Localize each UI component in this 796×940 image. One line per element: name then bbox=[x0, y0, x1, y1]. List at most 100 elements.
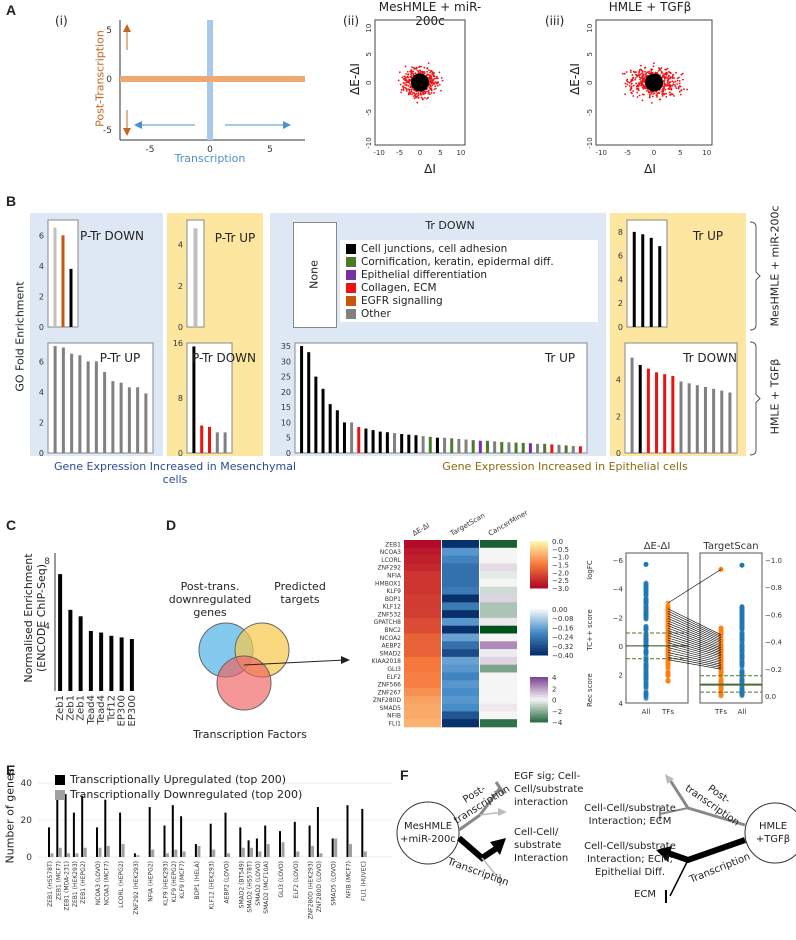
bar bbox=[136, 387, 140, 453]
strip-ytick-left: 4 bbox=[619, 700, 624, 708]
scatter-point bbox=[417, 93, 419, 96]
b4-ytick: 0 bbox=[618, 323, 623, 332]
a-ii-xtick: 0 bbox=[418, 149, 422, 157]
scatter-point bbox=[665, 73, 668, 76]
a-ii-ytick: -5 bbox=[365, 109, 373, 116]
bar-up bbox=[180, 816, 183, 857]
e-xtick: ZEB1 (MDA-231) bbox=[64, 861, 71, 911]
e-xtick: AEBP2 (LOVO) bbox=[224, 861, 231, 904]
colorbar-tick: −0.08 bbox=[552, 615, 573, 623]
colorbar-tick: −2.0 bbox=[552, 569, 569, 577]
scatter-point bbox=[640, 72, 643, 75]
scatter-point bbox=[632, 70, 635, 73]
colorbar-segment bbox=[530, 571, 548, 575]
bar bbox=[53, 346, 57, 453]
point-tf bbox=[718, 626, 724, 632]
bar-up bbox=[346, 805, 349, 857]
scatter-point bbox=[648, 96, 651, 99]
a-iii-ytick: -10 bbox=[586, 137, 594, 148]
colorbar-segment bbox=[530, 618, 548, 621]
bar-up bbox=[209, 823, 212, 857]
up-arrow-head-icon bbox=[123, 24, 131, 32]
scatter-point bbox=[680, 89, 683, 92]
scatter-point bbox=[433, 75, 436, 78]
bar bbox=[687, 383, 691, 453]
e-xtick: ZNF280D (LOVO) bbox=[316, 861, 323, 912]
node-mes-circle bbox=[396, 801, 460, 865]
scatter-point bbox=[414, 93, 417, 96]
colorbar-segment bbox=[530, 609, 548, 612]
point-tf bbox=[665, 678, 671, 684]
b3-title: Tr DOWN bbox=[424, 219, 474, 232]
heatmap-row-label: NCOA2 bbox=[380, 635, 401, 642]
legend-swatch bbox=[55, 774, 65, 785]
scatter-point bbox=[672, 81, 675, 84]
scatter-point bbox=[438, 83, 441, 86]
scatter-point bbox=[632, 95, 635, 97]
scatter-point bbox=[407, 76, 410, 79]
colorbar-segment bbox=[530, 713, 548, 716]
scatter-point bbox=[433, 92, 435, 94]
point-all bbox=[643, 631, 649, 637]
scatter-point bbox=[634, 71, 637, 74]
scatter-point bbox=[410, 75, 413, 78]
bar-down bbox=[227, 853, 230, 857]
bar bbox=[342, 422, 346, 453]
scatter-point bbox=[414, 72, 417, 75]
b4-ytick: 8 bbox=[618, 228, 623, 237]
bar bbox=[321, 388, 325, 453]
scatter-point bbox=[436, 84, 439, 87]
scatter-point bbox=[429, 81, 432, 84]
pairing-line bbox=[667, 623, 722, 645]
c-xtick: Tead4 bbox=[96, 695, 107, 725]
colorbar-segment bbox=[530, 625, 548, 628]
scatter-point bbox=[441, 79, 444, 82]
point-all bbox=[643, 696, 649, 702]
bar bbox=[200, 425, 204, 453]
scatter-point bbox=[398, 71, 401, 74]
heatmap-cell bbox=[404, 719, 441, 728]
scatter-point bbox=[663, 92, 666, 95]
scatter-point bbox=[632, 76, 635, 79]
scatter-point bbox=[652, 93, 655, 95]
pairing-line bbox=[667, 635, 722, 654]
bar bbox=[357, 427, 361, 453]
bar bbox=[364, 428, 368, 453]
b5-ytick: 2 bbox=[39, 418, 44, 427]
scatter-point bbox=[647, 72, 650, 75]
b2-ytick: 4 bbox=[178, 241, 183, 250]
colorbar-segment bbox=[530, 557, 548, 561]
scatter-point bbox=[652, 65, 655, 68]
heatmap-cell bbox=[442, 633, 479, 642]
bar bbox=[638, 365, 642, 453]
bar-down bbox=[166, 853, 169, 857]
colorbar-segment bbox=[530, 701, 548, 705]
legend-swatch bbox=[346, 256, 356, 267]
strip-ytick-left: 2 bbox=[619, 671, 623, 679]
panel-label-f: F bbox=[400, 767, 409, 783]
legend-swatch bbox=[346, 295, 356, 306]
point-tf bbox=[718, 677, 724, 683]
heatmap-cell bbox=[404, 649, 441, 658]
scatter-point bbox=[411, 66, 413, 69]
heatmap-cell bbox=[480, 703, 517, 712]
scatter-point bbox=[423, 66, 426, 69]
point-all bbox=[643, 642, 649, 648]
heatmap-cell bbox=[442, 688, 479, 697]
scatter-point bbox=[668, 82, 670, 85]
scatter-point bbox=[678, 82, 681, 85]
right-trans-ecm: ECM bbox=[634, 889, 656, 900]
scatter-point bbox=[642, 75, 644, 78]
a-iii-ytick: 10 bbox=[586, 24, 594, 33]
heatmap-cell bbox=[442, 680, 479, 689]
a-ii-xtick: 10 bbox=[456, 149, 465, 157]
a-i-ytick: 0 bbox=[106, 75, 112, 85]
bar-down bbox=[106, 845, 110, 857]
bar-up bbox=[96, 827, 98, 857]
scatter-point bbox=[638, 69, 641, 72]
scatter-point bbox=[661, 90, 664, 93]
scatter-point bbox=[404, 77, 407, 80]
heatmap-row-label: ZNF532 bbox=[377, 611, 401, 618]
scatter-point bbox=[407, 84, 410, 87]
c-ytick: 8 bbox=[44, 557, 50, 567]
